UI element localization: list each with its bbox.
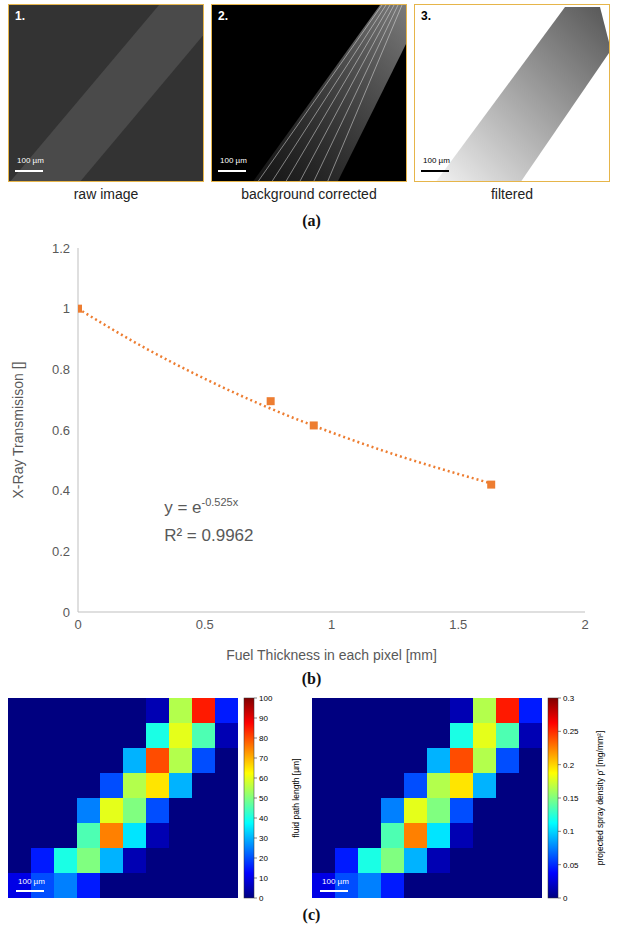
svg-text:1.2: 1.2: [52, 241, 70, 256]
svg-text:1: 1: [328, 617, 335, 632]
svg-text:0: 0: [563, 894, 568, 903]
svg-text:0.8: 0.8: [52, 362, 70, 377]
svg-text:0.1: 0.1: [563, 827, 575, 836]
svg-text:0: 0: [63, 605, 70, 620]
svg-text:0.2: 0.2: [52, 544, 70, 559]
svg-text:X-Ray Transmisison []: X-Ray Transmisison []: [10, 362, 26, 499]
html-text:y = e-0.525x: y = e-0.525x: [164, 495, 239, 517]
svg-text:20: 20: [259, 854, 268, 863]
svg-text:100 µm: 100 µm: [322, 877, 349, 886]
svg-text:100 µm: 100 µm: [423, 156, 450, 165]
svg-text:0.5: 0.5: [196, 617, 214, 632]
svg-text:100 µm: 100 µm: [17, 156, 44, 165]
svg-text:2.: 2.: [218, 9, 228, 23]
svg-text:2: 2: [581, 617, 588, 632]
svg-text:1: 1: [63, 301, 70, 316]
svg-text:1.5: 1.5: [449, 617, 467, 632]
svg-text:Fuel Thickness in each pixel [: Fuel Thickness in each pixel [mm]: [226, 647, 437, 663]
svg-text:100: 100: [259, 694, 273, 703]
svg-text:0.05: 0.05: [563, 861, 579, 870]
svg-text:70: 70: [259, 754, 268, 763]
svg-text:fluid path length [µm]: fluid path length [µm]: [291, 758, 301, 837]
html-text:raw image: raw image: [73, 186, 139, 202]
svg-text:0: 0: [259, 894, 264, 903]
html-text:filtered: filtered: [491, 186, 533, 202]
svg-text:40: 40: [259, 814, 268, 823]
html-text:(c): (c): [302, 906, 321, 923]
svg-text:30: 30: [259, 834, 268, 843]
html-text:(b): (b): [301, 670, 322, 687]
svg-text:100 µm: 100 µm: [220, 156, 247, 165]
svg-text:3.: 3.: [421, 9, 431, 23]
svg-text:60: 60: [259, 774, 268, 783]
svg-text:10: 10: [259, 874, 268, 883]
svg-text:0.15: 0.15: [563, 794, 579, 803]
html-text:(a): (a): [302, 212, 321, 229]
svg-text:80: 80: [259, 734, 268, 743]
svg-text:projected spray density ρ' [mg: projected spray density ρ' [mg/mm²]: [595, 731, 605, 865]
svg-text:0.4: 0.4: [52, 483, 70, 498]
svg-text:90: 90: [259, 714, 268, 723]
svg-text:0.6: 0.6: [52, 423, 70, 438]
html-text:R² = 0.9962: R² = 0.9962: [164, 525, 254, 545]
svg-text:0.25: 0.25: [563, 727, 579, 736]
svg-text:100 µm: 100 µm: [18, 877, 45, 886]
svg-text:1.: 1.: [15, 9, 25, 23]
svg-text:0: 0: [74, 617, 81, 632]
svg-text:0.3: 0.3: [563, 694, 575, 703]
svg-text:50: 50: [259, 794, 268, 803]
html-text:background corrected: background corrected: [241, 186, 377, 202]
svg-text:0.2: 0.2: [563, 761, 575, 770]
